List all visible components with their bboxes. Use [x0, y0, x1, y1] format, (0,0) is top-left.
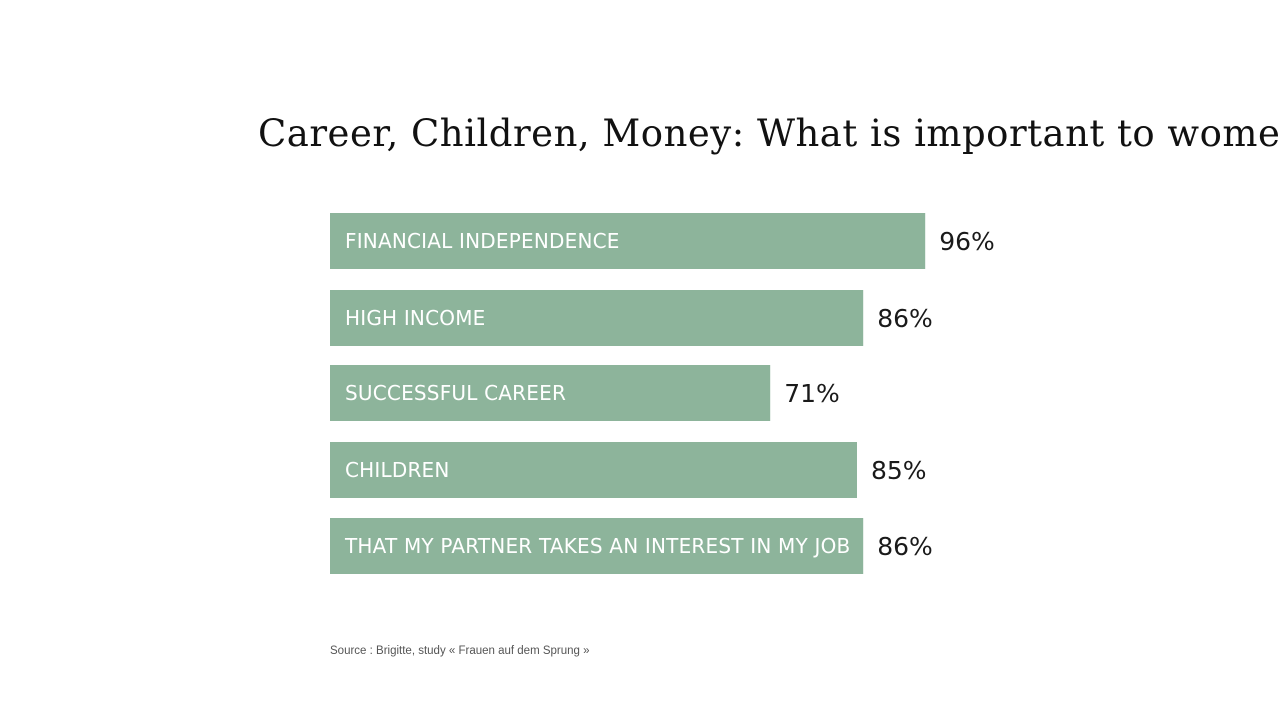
bar-category-label: HIGH INCOME — [345, 306, 486, 330]
bar — [330, 365, 771, 421]
bar-value-label: 96% — [939, 227, 995, 256]
bar-category-label: CHILDREN — [345, 458, 450, 482]
bar — [330, 442, 857, 498]
bar-value-label: 86% — [877, 532, 933, 561]
bar — [330, 290, 864, 346]
bar — [330, 518, 864, 574]
bar-value-label: 71% — [784, 379, 840, 408]
bar-category-label: FINANCIAL INDEPENDENCE — [345, 229, 620, 253]
bar-value-label: 85% — [871, 456, 927, 485]
bar — [330, 213, 926, 269]
chart-title: Career, Children, Money: What is importa… — [258, 112, 1280, 155]
source-note: Source : Brigitte, study « Frauen auf de… — [330, 645, 590, 657]
bar-category-label: THAT MY PARTNER TAKES AN INTEREST IN MY … — [344, 534, 850, 558]
bar-category-label: SUCCESSFUL CAREER — [345, 381, 566, 405]
bar-value-label: 86% — [877, 304, 933, 333]
